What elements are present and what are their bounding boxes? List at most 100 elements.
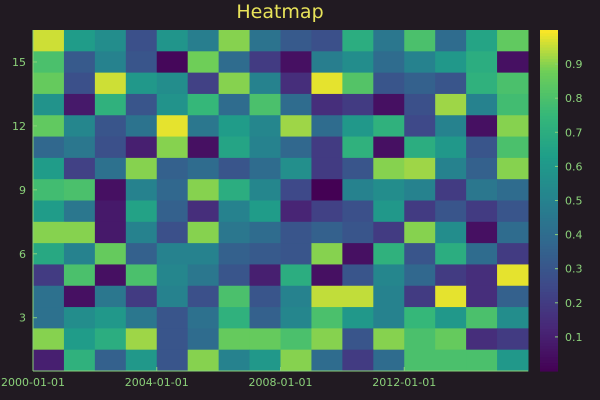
heatmap-cell — [63, 328, 96, 351]
heatmap-cell — [156, 30, 189, 52]
heatmap-cell — [373, 285, 405, 308]
heatmap-cell — [373, 93, 405, 116]
colorbar-tick-label: 0.4 — [565, 229, 583, 242]
heatmap-cell — [156, 157, 189, 180]
heatmap-cell — [280, 200, 312, 223]
heatmap-cell — [373, 72, 405, 95]
heatmap-cell — [33, 51, 65, 74]
heatmap-cell — [435, 264, 467, 287]
heatmap-cell — [435, 157, 467, 180]
heatmap-cell — [187, 264, 220, 287]
heatmap-cell — [218, 136, 251, 159]
heatmap-cell — [156, 93, 189, 116]
heatmap-cell — [249, 285, 281, 308]
heatmap-cell — [125, 328, 158, 351]
heatmap-cell — [497, 157, 529, 180]
colorbar-segment — [540, 353, 558, 358]
y-tick-label: 15 — [12, 56, 26, 69]
heatmap-cell — [373, 349, 405, 372]
heatmap-cell — [249, 93, 281, 116]
heatmap-cell — [33, 157, 65, 180]
colorbar-segment — [540, 248, 558, 253]
colorbar-segment — [540, 285, 558, 290]
colorbar-segment — [540, 328, 558, 332]
y-tick-label: 3 — [19, 312, 26, 325]
colorbar-segment — [540, 194, 558, 199]
colorbar-segment — [540, 217, 558, 221]
colorbar-tick-label: 0.2 — [565, 297, 583, 310]
heatmap-cell — [33, 30, 65, 52]
colorbar-segment — [540, 101, 558, 105]
heatmap-cell — [435, 285, 467, 308]
heatmap-cell — [466, 136, 498, 159]
heatmap-cell — [125, 200, 158, 223]
heatmap-cell — [311, 328, 343, 351]
colorbar-segment — [540, 157, 558, 162]
colorbar-segment — [540, 368, 558, 372]
heatmap-cell — [218, 243, 251, 265]
heatmap-cell — [218, 72, 251, 95]
heatmap-cell — [280, 285, 312, 308]
heatmap-cell — [94, 72, 127, 95]
heatmap-cell — [249, 115, 281, 138]
heatmap-cell — [218, 221, 251, 244]
heatmap-cell — [63, 51, 96, 74]
colorbar-segment — [540, 140, 558, 145]
heatmap-cell — [125, 307, 158, 329]
x-axis-ticks: 2000-01-01 2004-01-01 2008-01-01 2012-01-01 — [1, 367, 436, 389]
colorbar-segment — [540, 322, 558, 327]
heatmap-cell — [249, 157, 281, 180]
colorbar-tick-label: 0.6 — [565, 160, 583, 173]
heatmap-cell — [218, 200, 251, 223]
colorbar-segment — [540, 172, 558, 176]
colorbar-segment — [540, 274, 558, 278]
heatmap-cell — [280, 51, 312, 74]
heatmap-cell — [63, 136, 96, 159]
heatmap-cell — [187, 349, 220, 372]
heatmap-cell — [63, 115, 96, 138]
heatmap-cell — [280, 115, 312, 138]
heatmap-cell — [187, 51, 220, 74]
heatmap-cell — [404, 285, 436, 308]
colorbar-segment — [540, 86, 558, 91]
heatmap-cell — [187, 30, 220, 52]
heatmap-cell — [373, 136, 405, 159]
heatmap-cell — [311, 51, 343, 74]
heatmap-cell — [280, 307, 312, 329]
colorbar-segment — [540, 41, 558, 45]
y-tick-label: 9 — [19, 184, 26, 197]
heatmap-cell — [156, 179, 189, 201]
heatmap-cell — [249, 136, 281, 159]
heatmap-cell — [373, 200, 405, 223]
colorbar-segment — [540, 223, 558, 227]
heatmap-cell — [94, 115, 127, 138]
colorbar-segment — [540, 288, 558, 293]
heatmap-cell — [466, 349, 498, 372]
colorbar-segment — [540, 245, 558, 250]
colorbar-segment — [540, 129, 558, 133]
heatmap-cell — [466, 221, 498, 244]
heatmap-cell — [218, 93, 251, 116]
heatmap-cell — [404, 264, 436, 287]
heatmap-cell — [94, 30, 127, 52]
heatmap-cell — [342, 243, 374, 265]
heatmap-cell — [125, 72, 158, 95]
colorbar-segment — [540, 359, 558, 364]
heatmap-cell — [187, 136, 220, 159]
heatmap-cell — [156, 264, 189, 287]
colorbar-segment — [540, 98, 558, 102]
heatmap-cell — [94, 328, 127, 351]
heatmap-cell — [249, 349, 281, 372]
heatmap-cell — [280, 157, 312, 180]
heatmap-cell — [435, 349, 467, 372]
heatmap-cell — [280, 72, 312, 95]
heatmap-cell — [187, 200, 220, 223]
colorbar-segment — [540, 103, 558, 108]
heatmap-cell — [280, 243, 312, 265]
y-axis-ticks: 3 6 9 12 15 — [12, 56, 37, 325]
heatmap-cell — [187, 328, 220, 351]
heatmap-cell — [249, 30, 281, 52]
colorbar-segment — [540, 137, 558, 142]
colorbar-segment — [540, 149, 558, 153]
heatmap-cell — [249, 179, 281, 201]
